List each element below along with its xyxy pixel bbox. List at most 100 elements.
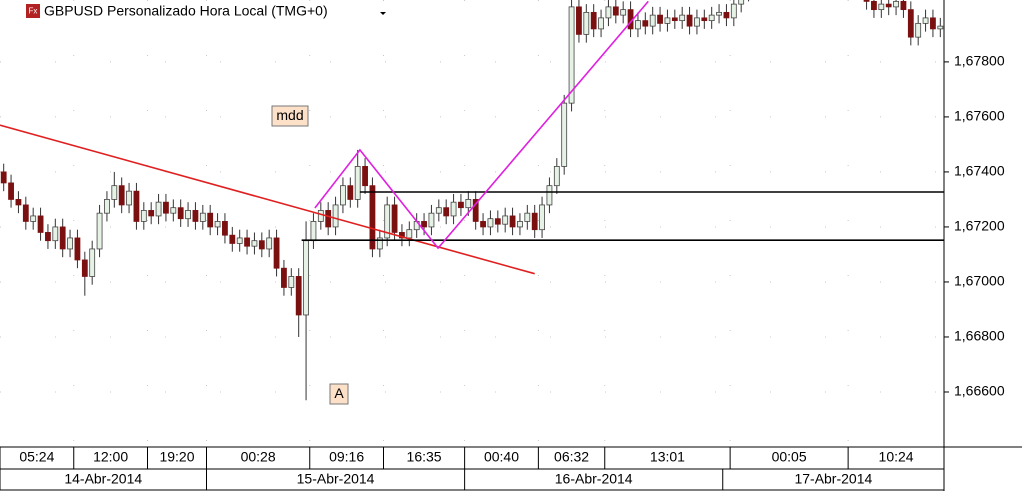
candle-body — [701, 17, 708, 22]
candle-body — [465, 199, 472, 209]
candle-body — [878, 3, 885, 11]
candle-body — [576, 6, 582, 35]
candle-body — [893, 0, 899, 8]
candle-body — [679, 14, 686, 22]
drawing-line — [314, 0, 649, 250]
x-tick-label: 16:35 — [407, 449, 442, 465]
candle-body — [598, 17, 604, 30]
candle-body — [583, 11, 590, 35]
candle-body — [863, 0, 870, 2]
candle-body — [148, 210, 155, 217]
candle-body — [369, 185, 376, 250]
candle-body — [96, 212, 103, 250]
candle-body — [915, 22, 922, 38]
candle-body — [612, 6, 619, 16]
candle-body — [118, 185, 125, 206]
candle-body — [907, 9, 914, 38]
candle-body — [133, 190, 140, 222]
candle-body — [524, 212, 531, 222]
candle-body — [716, 11, 722, 16]
candle-body — [177, 207, 184, 220]
x-tick-label: 00:05 — [772, 449, 807, 465]
candle-body — [686, 14, 693, 27]
candle-body — [258, 240, 265, 250]
candle-body — [222, 221, 228, 236]
annotation-box — [271, 105, 309, 127]
candle-body — [730, 3, 737, 19]
plot — [0, 0, 944, 401]
candle-body — [0, 171, 7, 184]
candle-body — [657, 14, 663, 24]
candle-body — [340, 185, 346, 206]
candle-body — [104, 199, 110, 214]
candle-body — [937, 25, 944, 30]
candle-body — [472, 199, 479, 222]
candle-body — [199, 212, 206, 222]
candle-body — [163, 201, 169, 214]
candle-body — [502, 215, 509, 225]
annotation: A — [334, 385, 344, 401]
candle-body — [192, 210, 199, 222]
x-tick-label: 05:24 — [19, 449, 54, 465]
candle-body — [266, 237, 273, 250]
candle-body — [605, 6, 612, 19]
candle-body — [310, 221, 317, 242]
candle-body — [531, 212, 538, 231]
candle-body — [15, 199, 22, 206]
x-tick-label: 00:40 — [484, 449, 519, 465]
x-tick-label: 12:00 — [93, 449, 128, 465]
candle-body — [391, 204, 398, 233]
candle-body — [362, 166, 368, 187]
candle-body — [37, 215, 44, 233]
dropdown-arrow[interactable] — [380, 12, 386, 15]
candle-body — [480, 221, 486, 228]
candle-body — [281, 267, 287, 288]
candle-body — [443, 207, 450, 217]
candle-body — [561, 102, 568, 167]
candle-body — [295, 276, 302, 316]
candle-body — [509, 215, 516, 228]
candle-body — [384, 204, 391, 239]
x-tick-label: 00:28 — [241, 449, 276, 465]
candle-body — [59, 226, 66, 250]
candle-body — [140, 210, 147, 222]
candle-body — [325, 210, 332, 228]
badge — [26, 4, 40, 18]
candle-body — [738, 0, 745, 5]
candle-body — [229, 234, 236, 244]
annotation-box — [329, 383, 349, 405]
candle-body — [642, 20, 649, 27]
candle-body — [155, 201, 162, 217]
x-tick-label: 10:24 — [879, 449, 914, 465]
candle-body — [347, 185, 354, 200]
candle-body — [273, 237, 280, 269]
candle-body — [664, 17, 671, 24]
candle-body — [694, 17, 700, 27]
candle-body — [185, 210, 191, 220]
candle-body — [89, 248, 96, 277]
x-tick-label: 09:16 — [329, 449, 364, 465]
candle-body — [303, 240, 309, 316]
candle-body — [649, 14, 656, 27]
candle-body — [885, 3, 892, 8]
candle-body — [930, 17, 936, 30]
x-tick-label: 19:20 — [159, 449, 194, 465]
y-tick-label: 1,66800 — [954, 328, 1005, 344]
candle-body — [553, 166, 560, 187]
candle-body — [126, 190, 132, 206]
candle-body — [354, 166, 361, 200]
candle-body — [81, 259, 88, 277]
date-label: 17-Abr-2014 — [794, 471, 872, 487]
candle-body — [244, 237, 250, 247]
candle-body — [539, 204, 545, 231]
candle-body — [922, 17, 929, 24]
candle-body — [111, 185, 118, 200]
candle-body — [45, 232, 51, 242]
candle-body — [30, 215, 37, 222]
candle-body — [428, 212, 435, 228]
candle-body — [207, 212, 214, 228]
candle-body — [251, 240, 258, 247]
candle-body — [288, 276, 295, 288]
